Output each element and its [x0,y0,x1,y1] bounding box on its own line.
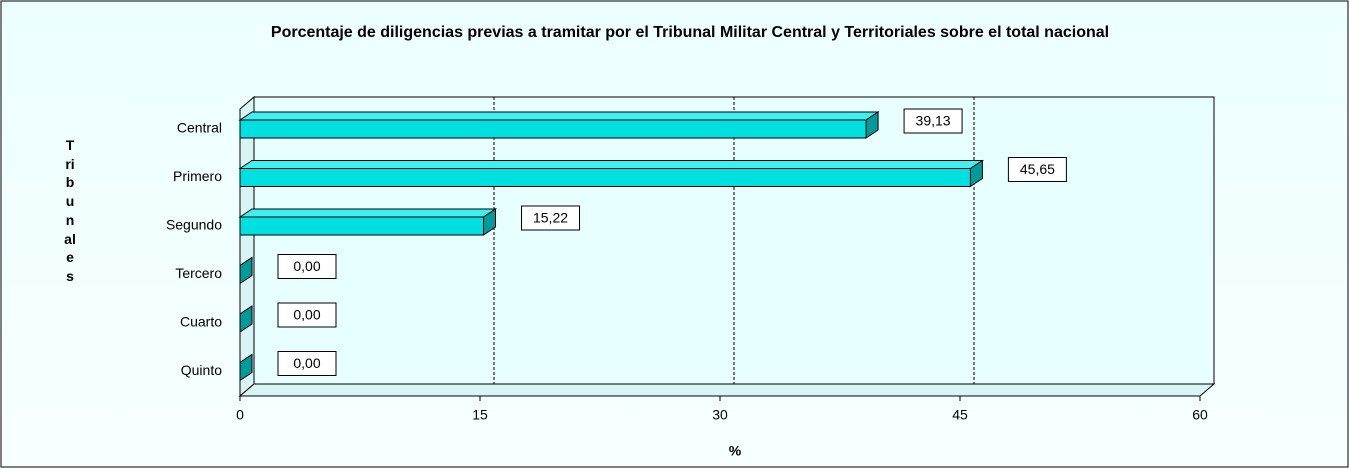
data-label-box [903,108,963,134]
x-axis-label: % [729,443,742,459]
x-tick-label: 0 [236,407,244,423]
y-tick-label: Primero [173,168,222,184]
back-wall [253,96,1215,385]
x-tick-label: 45 [952,407,968,423]
bar-end [239,256,253,285]
chart-title: Porcentaje de diligencias previas a tram… [270,24,1110,41]
floor [238,383,1216,397]
bar [239,216,485,236]
data-label: 0,00 [293,355,320,371]
data-label-box [277,254,337,279]
y-tick-label: Cuarto [180,314,222,330]
bar-end [239,353,253,382]
data-label-box [521,205,581,231]
data-label-box [277,302,337,328]
bar [239,119,867,139]
bar-top [238,208,498,218]
y-tick-label: Central [177,120,222,136]
y-axis-label: Tribunales [64,137,76,284]
x-tick-label: 30 [712,407,728,423]
data-label: 0,00 [293,258,320,274]
bar-top [238,111,880,121]
side-wall [239,95,255,398]
x-tick-label: 60 [1192,407,1208,423]
data-label: 45,65 [1020,161,1055,177]
data-label: 15,22 [533,210,568,226]
data-label: 39,13 [916,113,951,129]
y-tick-label: Quinto [181,362,222,378]
bar-top [238,160,985,169]
y-tick-label: Tercero [175,265,222,281]
data-label-box [277,351,337,376]
x-tick-label: 15 [472,407,488,423]
bar [239,168,971,187]
data-label: 0,00 [293,307,320,323]
data-label-box [1007,157,1067,182]
bar-end [239,305,253,333]
y-tick-label: Segundo [166,217,222,233]
